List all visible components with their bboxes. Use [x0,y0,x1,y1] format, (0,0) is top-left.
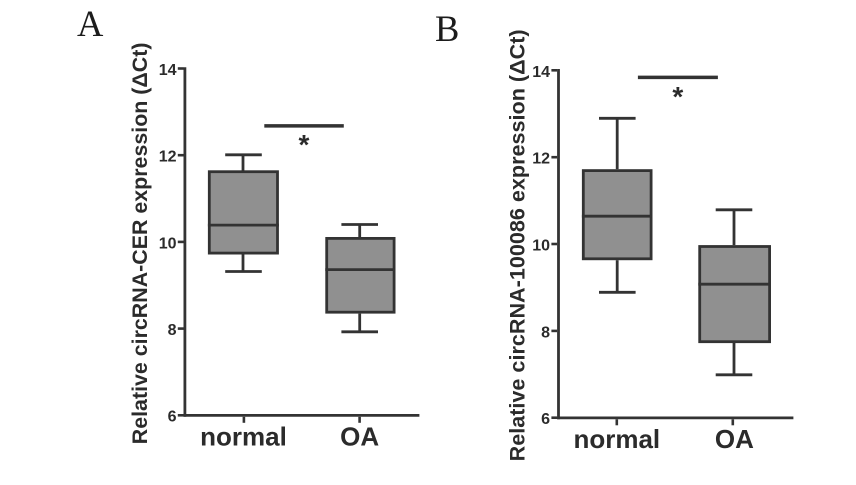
svg-text:10: 10 [532,238,550,255]
svg-text:12: 12 [532,151,550,168]
svg-text:B: B [435,8,459,49]
svg-text:10: 10 [159,235,177,252]
svg-text:OA: OA [715,424,754,454]
svg-text:Relative circRNA-100086 expres: Relative circRNA-100086 expression (ΔCt) [505,29,530,461]
svg-text:A: A [77,3,104,44]
svg-text:8: 8 [541,324,550,341]
svg-text:12: 12 [159,149,177,166]
svg-text:normal: normal [573,424,660,454]
svg-text:OA: OA [340,421,379,451]
svg-text:*: * [299,129,310,160]
svg-text:6: 6 [541,411,550,428]
svg-text:6: 6 [168,409,177,426]
svg-text:Relative circRNA-CER expressio: Relative circRNA-CER expression (ΔCt) [128,43,152,445]
svg-text:*: * [672,81,683,112]
svg-text:14: 14 [532,64,550,81]
svg-text:8: 8 [168,322,177,339]
svg-text:14: 14 [159,62,177,79]
svg-text:normal: normal [200,421,287,451]
